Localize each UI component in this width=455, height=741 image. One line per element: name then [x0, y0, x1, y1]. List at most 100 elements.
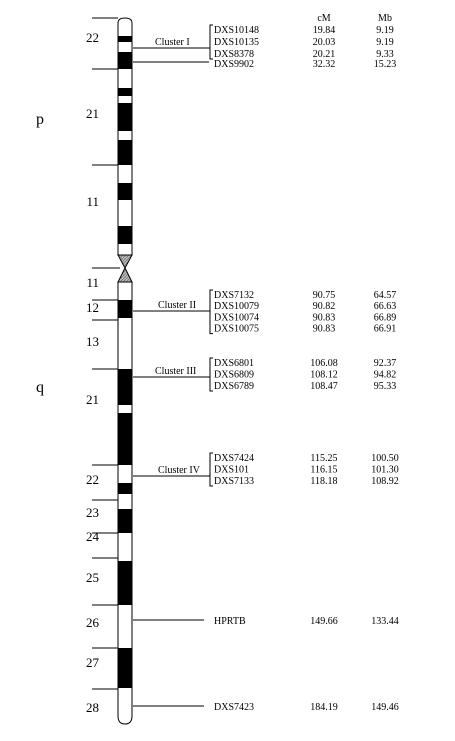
marker-cm-value: 115.25 [310, 453, 337, 464]
marker-name: DXS10074 [214, 312, 259, 323]
marker-cm-value: 20.21 [313, 49, 336, 60]
cluster-bracket [209, 452, 213, 487]
marker-mb-value: 9.19 [376, 37, 394, 48]
marker-mb-value: 66.91 [374, 324, 397, 335]
marker-cm-value: 106.08 [310, 358, 338, 369]
cluster-group: Cluster I DXS10148 19.84 9.19 DXS10135 20.03 9… [133, 24, 394, 60]
arm-label-q: q [36, 379, 44, 396]
cluster-bracket [209, 289, 213, 335]
marker-mb-value: 149.46 [371, 702, 399, 713]
marker-mb-value: 64.57 [374, 290, 397, 301]
band-label: 22 [86, 472, 99, 487]
band-boundary-ticks [92, 17, 120, 690]
centromere [117, 254, 133, 283]
marker-name: DXS7132 [214, 290, 254, 301]
band-label: 11 [86, 275, 99, 290]
marker-cm-value: 108.47 [310, 381, 338, 392]
band-q25-dark [118, 561, 132, 605]
band-q21-dark [118, 413, 132, 465]
marker-name: DXS10148 [214, 25, 259, 36]
band-labels: 22 21 11 11 12 13 21 22 23 24 25 26 27 28 [86, 30, 100, 715]
marker-name: DXS6809 [214, 370, 254, 381]
band-label: 21 [86, 106, 99, 121]
marker-annotations: Cluster I DXS10148 19.84 9.19 DXS10135 20.03 9… [133, 24, 399, 713]
marker-cm-value: 20.03 [313, 37, 336, 48]
marker-cm-value: 116.15 [310, 465, 337, 476]
marker-name: DXS9902 [214, 59, 254, 70]
cluster-label: Cluster IV [158, 465, 201, 476]
marker-name: DXS10075 [214, 324, 259, 335]
band-q27-dark [118, 648, 132, 688]
column-header-mb: Mb [378, 13, 392, 24]
single-marker: HPRTB 149.66 133.44 [133, 616, 399, 627]
band-p11-dark [118, 183, 132, 200]
marker-mb-value: 133.44 [371, 616, 399, 627]
band-label: 25 [86, 570, 99, 585]
cluster-label: Cluster II [158, 300, 196, 311]
marker-mb-value: 108.92 [371, 476, 399, 487]
marker-name: DXS6801 [214, 358, 254, 369]
marker-name: DXS7133 [214, 476, 254, 487]
marker-mb-value: 9.33 [376, 49, 394, 60]
cluster-bracket [209, 24, 213, 60]
cluster-group: Cluster II DXS7132 90.75 64.57 DXS10079 90.82… [133, 289, 397, 335]
column-header-cm: cM [317, 13, 330, 24]
marker-cm-value: 19.84 [313, 25, 336, 36]
marker-mb-value: 92.37 [374, 358, 397, 369]
marker-cm-value: 90.82 [313, 301, 336, 312]
marker-name: HPRTB [214, 616, 246, 627]
marker-name: DXS7423 [214, 702, 254, 713]
marker-name: DXS101 [214, 465, 249, 476]
marker-name: DXS8378 [214, 49, 254, 60]
marker-mb-value: 9.19 [376, 25, 394, 36]
arm-label-p: p [36, 111, 44, 128]
band-p22-dark [118, 36, 132, 42]
single-marker: DXS7423 184.19 149.46 [133, 702, 399, 713]
q-arm [117, 281, 133, 725]
single-marker: DXS9902 32.32 15.23 [133, 59, 396, 70]
band-q23-dark [118, 509, 132, 533]
marker-cm-value: 32.32 [313, 59, 336, 70]
cluster-label: Cluster III [155, 366, 196, 377]
marker-name: DXS10079 [214, 301, 259, 312]
marker-cm-value: 118.18 [310, 476, 337, 487]
band-label: 11 [86, 194, 99, 209]
cluster-label: Cluster I [155, 37, 190, 48]
marker-mb-value: 94.82 [374, 370, 397, 381]
marker-name: DXS7424 [214, 453, 254, 464]
marker-cm-value: 108.12 [310, 370, 338, 381]
band-label: 28 [86, 700, 99, 715]
marker-mb-value: 66.89 [374, 312, 397, 323]
cluster-group: Cluster III DXS6801 106.08 92.37 DXS6809 108.… [133, 357, 397, 392]
marker-mb-value: 66.63 [374, 301, 397, 312]
band-p11-dark [118, 226, 132, 244]
band-label: 27 [86, 655, 100, 670]
marker-cm-value: 90.83 [313, 324, 336, 335]
band-label: 24 [86, 529, 100, 544]
marker-cm-value: 90.75 [313, 290, 336, 301]
band-p21-dark [118, 140, 132, 165]
band-p21-dark [118, 103, 132, 131]
marker-name: DXS10135 [214, 37, 259, 48]
band-label: 23 [86, 505, 99, 520]
band-label: 12 [86, 300, 99, 315]
band-p21-dark [118, 88, 132, 96]
marker-name: DXS6789 [214, 381, 254, 392]
cluster-bracket [209, 357, 213, 392]
band-label: 22 [86, 30, 99, 45]
p-arm [117, 17, 133, 256]
band-q12-dark [118, 300, 132, 318]
cluster-group: Cluster IV DXS7424 115.25 100.50 DXS101 116.1… [133, 452, 399, 487]
band-q21-dark [118, 369, 132, 405]
band-p22-dark [118, 52, 132, 69]
band-label: 26 [86, 615, 100, 630]
marker-cm-value: 90.83 [313, 312, 336, 323]
marker-mb-value: 15.23 [374, 59, 397, 70]
marker-cm-value: 184.19 [310, 702, 338, 713]
band-q22-dark [118, 483, 132, 494]
marker-mb-value: 100.50 [371, 453, 399, 464]
marker-mb-value: 95.33 [374, 381, 397, 392]
band-label: 21 [86, 392, 99, 407]
band-label: 13 [86, 334, 99, 349]
